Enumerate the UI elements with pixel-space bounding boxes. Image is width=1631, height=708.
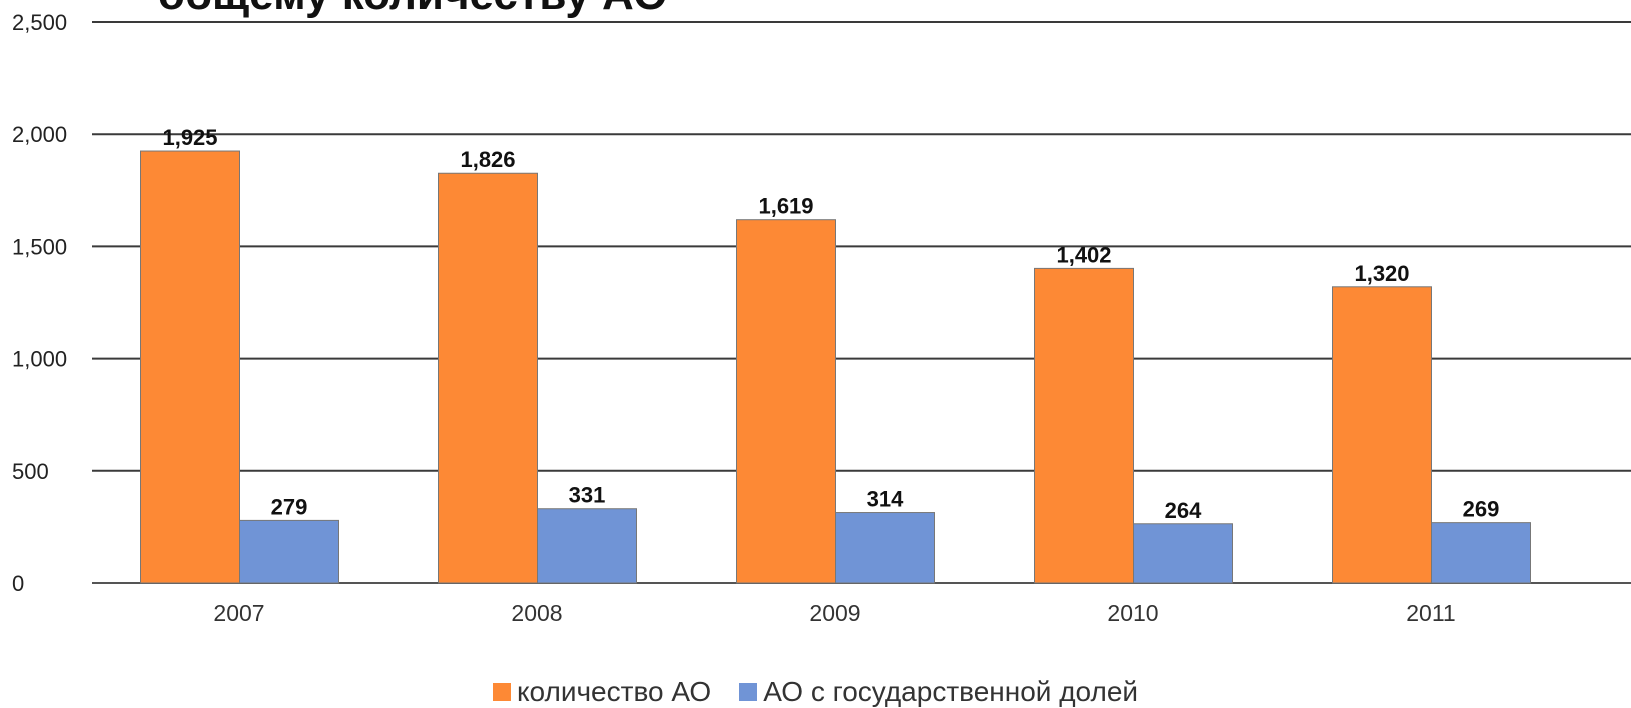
x-axis-ticks: 2007 2008 2009 2010 2011 xyxy=(213,600,1455,626)
legend-item-state: АО с государственной долей xyxy=(739,676,1138,708)
data-label: 314 xyxy=(867,487,904,512)
bar xyxy=(1133,523,1233,584)
bar xyxy=(239,519,339,584)
bar xyxy=(140,150,240,584)
y-axis-ticks: 0 500 1,000 1,500 2,000 2,500 xyxy=(12,10,67,596)
data-label: 279 xyxy=(271,494,308,519)
y-tick-label: 0 xyxy=(12,571,24,596)
data-label: 1,402 xyxy=(1056,242,1111,267)
y-tick-label: 500 xyxy=(12,459,49,484)
bar xyxy=(438,172,538,584)
data-label: 269 xyxy=(1463,497,1500,522)
bars-layer xyxy=(140,150,1531,584)
x-tick-label: 2009 xyxy=(809,600,860,626)
legend: количество АО АО с государственной долей xyxy=(0,676,1631,708)
bar xyxy=(537,508,637,584)
y-tick-label: 1,500 xyxy=(12,234,67,259)
legend-label-total: количество АО xyxy=(516,676,712,707)
x-tick-label: 2008 xyxy=(511,600,562,626)
data-label: 1,619 xyxy=(758,194,813,219)
y-tick-label: 1,000 xyxy=(12,347,67,372)
data-label: 331 xyxy=(569,483,606,508)
data-label: 1,320 xyxy=(1354,261,1409,286)
data-label: 1,925 xyxy=(162,125,217,150)
legend-swatch-total xyxy=(492,683,511,701)
x-tick-label: 2010 xyxy=(1107,600,1158,626)
y-tick-label: 2,500 xyxy=(12,10,67,35)
legend-swatch-state xyxy=(739,683,758,701)
bar xyxy=(1431,522,1531,584)
legend-label-state: АО с государственной долей xyxy=(763,676,1139,707)
y-tick-label: 2,000 xyxy=(12,122,67,147)
bar xyxy=(736,219,836,584)
chart-title: общему количеству АО xyxy=(158,0,667,20)
x-tick-label: 2007 xyxy=(213,600,264,626)
data-label: 264 xyxy=(1165,498,1202,523)
legend-item-total: количество АО xyxy=(492,676,712,708)
bar xyxy=(1034,267,1134,584)
bar xyxy=(1332,286,1432,584)
data-label: 1,826 xyxy=(460,147,515,172)
x-tick-label: 2011 xyxy=(1406,600,1455,626)
data-labels-layer: 1,925 279 1,826 331 1,619 314 1,402 264 1,320 269 xyxy=(162,125,1499,523)
bar xyxy=(835,512,935,584)
